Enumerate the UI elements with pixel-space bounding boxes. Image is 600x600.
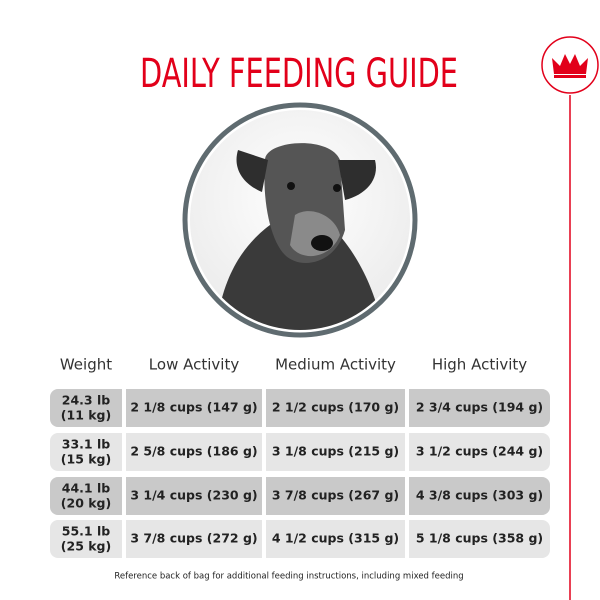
title: DAILY FEEDING GUIDE	[140, 51, 458, 97]
cell-amount: 2 1/8 cups (147 g)	[130, 400, 257, 415]
feeding-table: Weight Low Activity Medium Activity High Ac…	[50, 356, 550, 558]
weight-lb: 44.1 lb	[62, 481, 110, 496]
cell-divider	[122, 389, 126, 427]
weight-kg: (11 kg)	[61, 408, 111, 423]
cell-divider	[122, 520, 126, 558]
row-background	[50, 477, 550, 515]
cell-divider	[405, 433, 409, 471]
cell-amount: 4 1/2 cups (315 g)	[272, 531, 399, 546]
row-background	[50, 520, 550, 558]
dog-photo	[182, 102, 418, 338]
cell-divider	[262, 520, 266, 558]
cell-amount: 2 5/8 cups (186 g)	[130, 444, 257, 459]
cell-divider	[122, 433, 126, 471]
cell-amount: 2 1/2 cups (170 g)	[272, 400, 399, 415]
cell-divider	[262, 389, 266, 427]
cell-amount: 3 1/4 cups (230 g)	[130, 488, 257, 503]
cell-amount: 3 7/8 cups (272 g)	[130, 531, 257, 546]
cell-divider	[262, 477, 266, 515]
column-header: Low Activity	[149, 356, 240, 374]
cell-amount: 5 1/8 cups (358 g)	[416, 531, 543, 546]
cell-amount: 3 7/8 cups (267 g)	[272, 488, 399, 503]
cell-divider	[405, 520, 409, 558]
cell-amount: 2 3/4 cups (194 g)	[416, 400, 543, 415]
row-background	[50, 389, 550, 427]
logo	[541, 36, 599, 94]
cell-divider	[405, 389, 409, 427]
cell-amount: 3 1/8 cups (215 g)	[272, 444, 399, 459]
column-header: Medium Activity	[275, 356, 396, 374]
column-header: High Activity	[432, 356, 527, 374]
cell-divider	[405, 477, 409, 515]
weight-kg: (25 kg)	[61, 539, 111, 554]
column-header: Weight	[60, 356, 112, 374]
weight-kg: (20 kg)	[61, 496, 111, 511]
weight-kg: (15 kg)	[61, 452, 111, 467]
cell-divider	[262, 433, 266, 471]
cell-divider	[122, 477, 126, 515]
weight-lb: 24.3 lb	[62, 393, 110, 408]
weight-lb: 55.1 lb	[62, 524, 110, 539]
footnote: Reference back of bag for additional fee…	[114, 572, 463, 582]
cell-amount: 4 3/8 cups (303 g)	[416, 488, 543, 503]
row-background	[50, 433, 550, 471]
weight-lb: 33.1 lb	[62, 437, 110, 452]
cell-amount: 3 1/2 cups (244 g)	[416, 444, 543, 459]
